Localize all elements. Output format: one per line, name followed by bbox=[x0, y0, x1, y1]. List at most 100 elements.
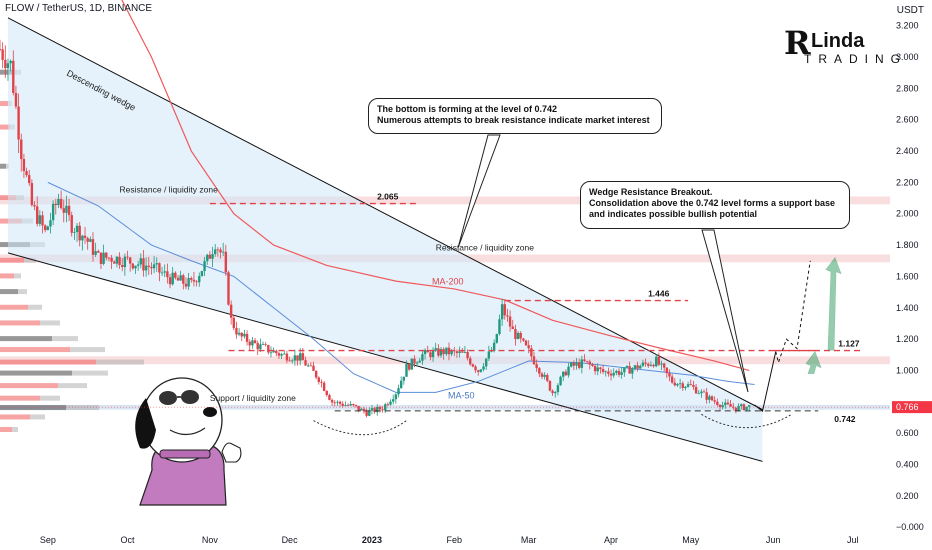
bullish-arrow-small bbox=[805, 351, 822, 374]
candle-body bbox=[139, 258, 143, 265]
candle-body bbox=[12, 60, 15, 93]
candle-body bbox=[492, 342, 496, 351]
callout-pointer bbox=[701, 229, 749, 393]
candle-body bbox=[248, 341, 251, 346]
candle-body bbox=[482, 366, 485, 370]
candle-body bbox=[737, 405, 740, 411]
candle-body bbox=[142, 258, 145, 271]
candle-body bbox=[503, 304, 506, 316]
candle-body bbox=[442, 349, 445, 355]
candle-body bbox=[415, 362, 419, 364]
volume-profile-bar bbox=[40, 395, 60, 401]
candle-body bbox=[301, 353, 305, 361]
candle-body bbox=[277, 353, 281, 356]
candle-body bbox=[535, 364, 538, 369]
candle-body bbox=[288, 360, 291, 362]
candle-body bbox=[360, 408, 363, 411]
candle-body bbox=[91, 239, 95, 255]
candle-body bbox=[121, 265, 124, 268]
brand-logo: R Linda TRADING bbox=[784, 24, 900, 70]
y-tick-label: 1.400 bbox=[896, 303, 919, 313]
candle-body bbox=[596, 367, 599, 372]
candle-body bbox=[368, 410, 371, 416]
volume-profile-bar bbox=[0, 359, 96, 365]
ma200-line bbox=[121, 0, 750, 372]
mascot-thumb bbox=[221, 442, 242, 463]
candle-body bbox=[466, 352, 469, 359]
y-tick-label: −0.000 bbox=[896, 522, 924, 532]
candle-body bbox=[474, 366, 477, 371]
annotation-line: The bottom is forming at the level of 0.… bbox=[377, 104, 558, 114]
candle-body bbox=[410, 358, 413, 370]
candle-body bbox=[9, 60, 12, 64]
candle-body bbox=[702, 391, 706, 393]
candle-body bbox=[386, 404, 390, 406]
candle-body bbox=[591, 364, 594, 367]
candle-body bbox=[365, 411, 368, 416]
bullish-arrow-large bbox=[825, 256, 842, 351]
candle-body bbox=[516, 332, 520, 340]
candle-body bbox=[615, 370, 618, 373]
candle-body bbox=[426, 350, 429, 353]
y-tick-label: 3.000 bbox=[896, 52, 919, 62]
volume-profile-bar bbox=[6, 163, 9, 169]
wedge-lower-line bbox=[7, 252, 763, 462]
candle-body bbox=[118, 256, 121, 266]
candle-body bbox=[200, 271, 204, 277]
candle-body bbox=[166, 271, 169, 278]
volume-profile-bar bbox=[12, 427, 18, 432]
snoopy-illustration bbox=[135, 377, 242, 506]
candle-body bbox=[346, 405, 350, 406]
x-tick-label: Mar bbox=[521, 535, 537, 545]
candle-body bbox=[585, 360, 589, 362]
volume-profile-bar bbox=[58, 383, 87, 389]
candle-body bbox=[338, 401, 342, 404]
volume-profile-bar bbox=[14, 273, 21, 279]
candle-body bbox=[309, 365, 313, 367]
candle-body bbox=[62, 208, 65, 213]
x-tick-label: Feb bbox=[447, 535, 463, 545]
candle-body bbox=[105, 252, 108, 258]
annotation-line: Consolidation above the 0.742 level form… bbox=[589, 198, 836, 208]
candle-body bbox=[684, 386, 687, 389]
x-tick-label: Nov bbox=[202, 535, 219, 545]
candle-body bbox=[678, 383, 682, 385]
candle-body bbox=[413, 358, 416, 364]
candle-body bbox=[559, 376, 562, 386]
candle-body bbox=[599, 367, 602, 369]
candle-body bbox=[668, 373, 671, 377]
candle-body bbox=[538, 368, 541, 374]
volume-profile-bar bbox=[0, 163, 6, 169]
candle-body bbox=[352, 404, 355, 405]
candle-body bbox=[25, 171, 28, 176]
candle-body bbox=[729, 404, 732, 407]
candle-body bbox=[673, 382, 677, 386]
volume-profile-bar bbox=[72, 370, 108, 376]
candle-body bbox=[548, 380, 552, 391]
candle-body bbox=[500, 304, 504, 320]
candle-body bbox=[1, 49, 4, 60]
candle-body bbox=[551, 390, 554, 394]
candle-body bbox=[631, 368, 634, 374]
candle-body bbox=[213, 249, 217, 255]
candle-body bbox=[620, 372, 623, 375]
x-tick-label: 2023 bbox=[362, 535, 382, 545]
candle-body bbox=[628, 366, 631, 374]
candle-body bbox=[152, 264, 156, 269]
axes-layer: 3.200 3.000 2.800 2.600 2.400 2.200 2.000 1.800… bbox=[0, 21, 932, 545]
candle-body bbox=[341, 403, 344, 406]
y-tick-label: 1.600 bbox=[896, 271, 919, 281]
candle-body bbox=[206, 254, 209, 262]
candle-body bbox=[280, 354, 283, 356]
price-level-label: 1.127 bbox=[838, 339, 860, 349]
candle-body bbox=[235, 328, 238, 335]
candle-body bbox=[102, 252, 105, 264]
candle-body bbox=[168, 277, 172, 285]
price-level-label: 0.742 bbox=[834, 414, 856, 424]
y-tick-label: 0.400 bbox=[896, 459, 919, 469]
candle-body bbox=[376, 406, 379, 413]
candle-body bbox=[593, 366, 597, 372]
candle-body bbox=[588, 361, 591, 365]
candle-body bbox=[397, 388, 400, 395]
